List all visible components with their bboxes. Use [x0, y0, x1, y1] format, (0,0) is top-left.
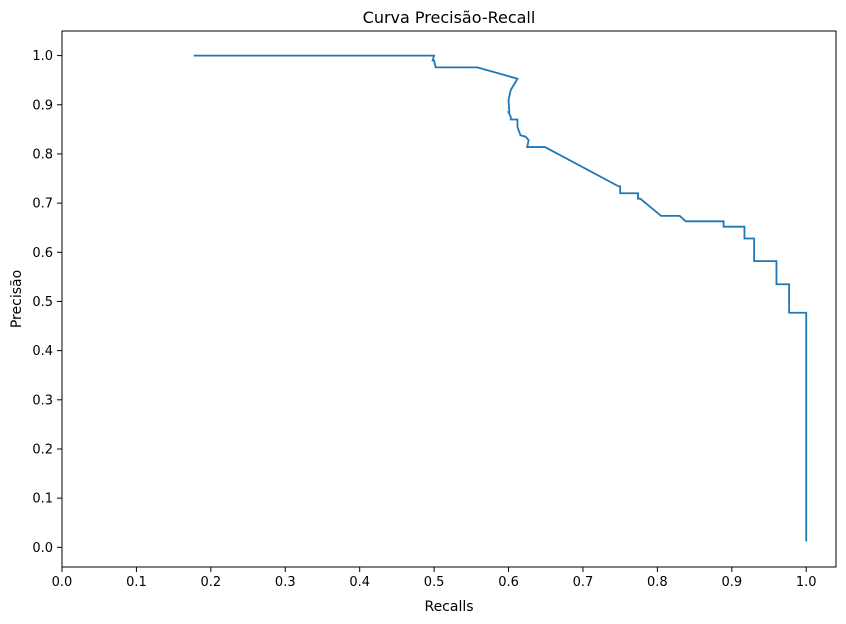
x-tick-label: 0.2 [201, 575, 222, 590]
y-tick-label: 0.4 [32, 344, 53, 359]
y-tick-label: 0.1 [32, 492, 53, 507]
x-tick-label: 0.4 [349, 575, 370, 590]
x-tick-label: 0.3 [275, 575, 296, 590]
y-tick-label: 1.0 [32, 49, 53, 64]
x-tick-label: 0.6 [498, 575, 519, 590]
chart-title: Curva Precisão-Recall [363, 8, 536, 27]
y-tick-label: 0.0 [32, 541, 53, 556]
x-tick-label: 0.7 [573, 575, 594, 590]
x-tick-label: 0.9 [721, 575, 742, 590]
y-tick-label: 0.6 [32, 246, 53, 261]
plot-frame [61, 30, 837, 568]
x-tick-label: 0.1 [126, 575, 147, 590]
y-tick-label: 0.8 [32, 147, 53, 162]
y-tick-label: 0.7 [32, 197, 53, 212]
plot-series [193, 54, 808, 542]
x-axis-label: Recalls [424, 599, 473, 615]
x-tick-label: 0.5 [424, 575, 445, 590]
precision-recall-line [193, 54, 808, 542]
y-tick-label: 0.9 [32, 98, 53, 113]
y-axis-label: Precisão [9, 270, 25, 328]
y-axis-ticks: 0.0 0.1 0.2 0.3 0.4 0.5 0.6 0.7 0.8 0.9 1.0 [32, 49, 62, 556]
x-tick-label: 0.8 [647, 575, 668, 590]
x-tick-label: 0.0 [52, 575, 73, 590]
y-tick-label: 0.5 [32, 295, 53, 310]
y-tick-label: 0.3 [32, 393, 53, 408]
y-tick-label: 0.2 [32, 442, 53, 457]
x-tick-label: 1.0 [796, 575, 817, 590]
x-axis-ticks: 0.0 0.1 0.2 0.3 0.4 0.5 0.6 0.7 0.8 0.9 1.0 [52, 567, 817, 590]
